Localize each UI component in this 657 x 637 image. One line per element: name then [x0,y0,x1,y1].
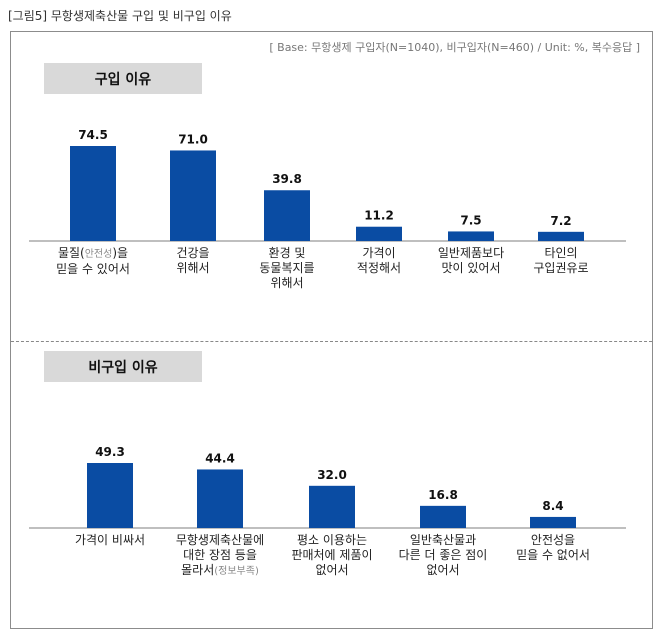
bar [309,485,355,528]
category-label: 가격이 비싸서 [74,533,146,547]
bar [170,150,216,241]
bar [87,463,133,528]
data-label: 8.4 [542,499,563,513]
category-hint: (정보부족) [214,566,259,577]
data-label: 7.2 [550,214,571,228]
bar [538,231,584,241]
data-label: 49.3 [95,445,125,459]
category-label: 가격이 적정해서 [356,246,402,275]
category-label: 건강을 위해서 [176,246,210,275]
bar [420,505,466,528]
data-label: 7.5 [460,213,481,227]
category-label: 평소 이용하는 판매처에 제품이 없어서 [291,533,373,577]
data-label: 71.0 [178,132,208,146]
category-label: 일반축산물과 다른 더 좋은 점이 없어서 [398,533,488,577]
data-label: 16.8 [428,488,458,502]
category-label: 물질(안전성)을 믿을 수 있어서 [56,246,130,276]
purchase-reasons-svg: 74.5 71.0 39.8 11.2 7.5 7.2 [29,128,626,242]
category-label: 타인의 구입권유로 [533,246,589,275]
category-hint: 안전성 [84,249,113,260]
bar [264,190,310,241]
base-note: [ Base: 무항생제 구입자(N=1040), 비구입자(N=460) / … [269,41,640,54]
bar [530,516,576,528]
category-label: 무항생제축산물에 대한 장점 등을 몰라서(정보부족) [175,533,265,577]
section-label-purchase: 구입 이유 [44,63,202,94]
category-label: 일반제품보다 맛이 있어서 [437,246,505,275]
data-label: 32.0 [317,468,347,482]
bar [197,469,243,528]
data-label: 11.2 [364,209,394,223]
bar [70,146,116,241]
figure-title: [그림5] 무항생제축산물 구입 및 비구입 이유 [8,9,232,23]
data-label: 39.8 [272,172,302,186]
section-divider [11,341,652,342]
bar [356,226,402,241]
section-label-nonpurchase: 비구입 이유 [44,351,202,382]
category-label: 환경 및 동물복지를 위해서 [259,246,315,290]
data-label: 74.5 [78,128,108,142]
chart-frame: [ Base: 무항생제 구입자(N=1040), 비구입자(N=460) / … [10,31,653,629]
nonpurchase-reasons-svg: 49.3 44.4 32.0 16.8 8.4 [29,445,626,529]
bar [448,231,494,241]
data-label: 44.4 [205,451,235,465]
purchase-reasons-chart: 74.5 71.0 39.8 11.2 7.5 7.2 물질(안전성)을 믿을 수 있어서… [11,32,654,341]
nonpurchase-reasons-chart: 49.3 44.4 32.0 16.8 8.4 가격이 비싸서 무항생제축산물에 대한 장… [11,32,654,630]
category-label: 안전성을 믿을 수 없어서 [516,533,590,562]
